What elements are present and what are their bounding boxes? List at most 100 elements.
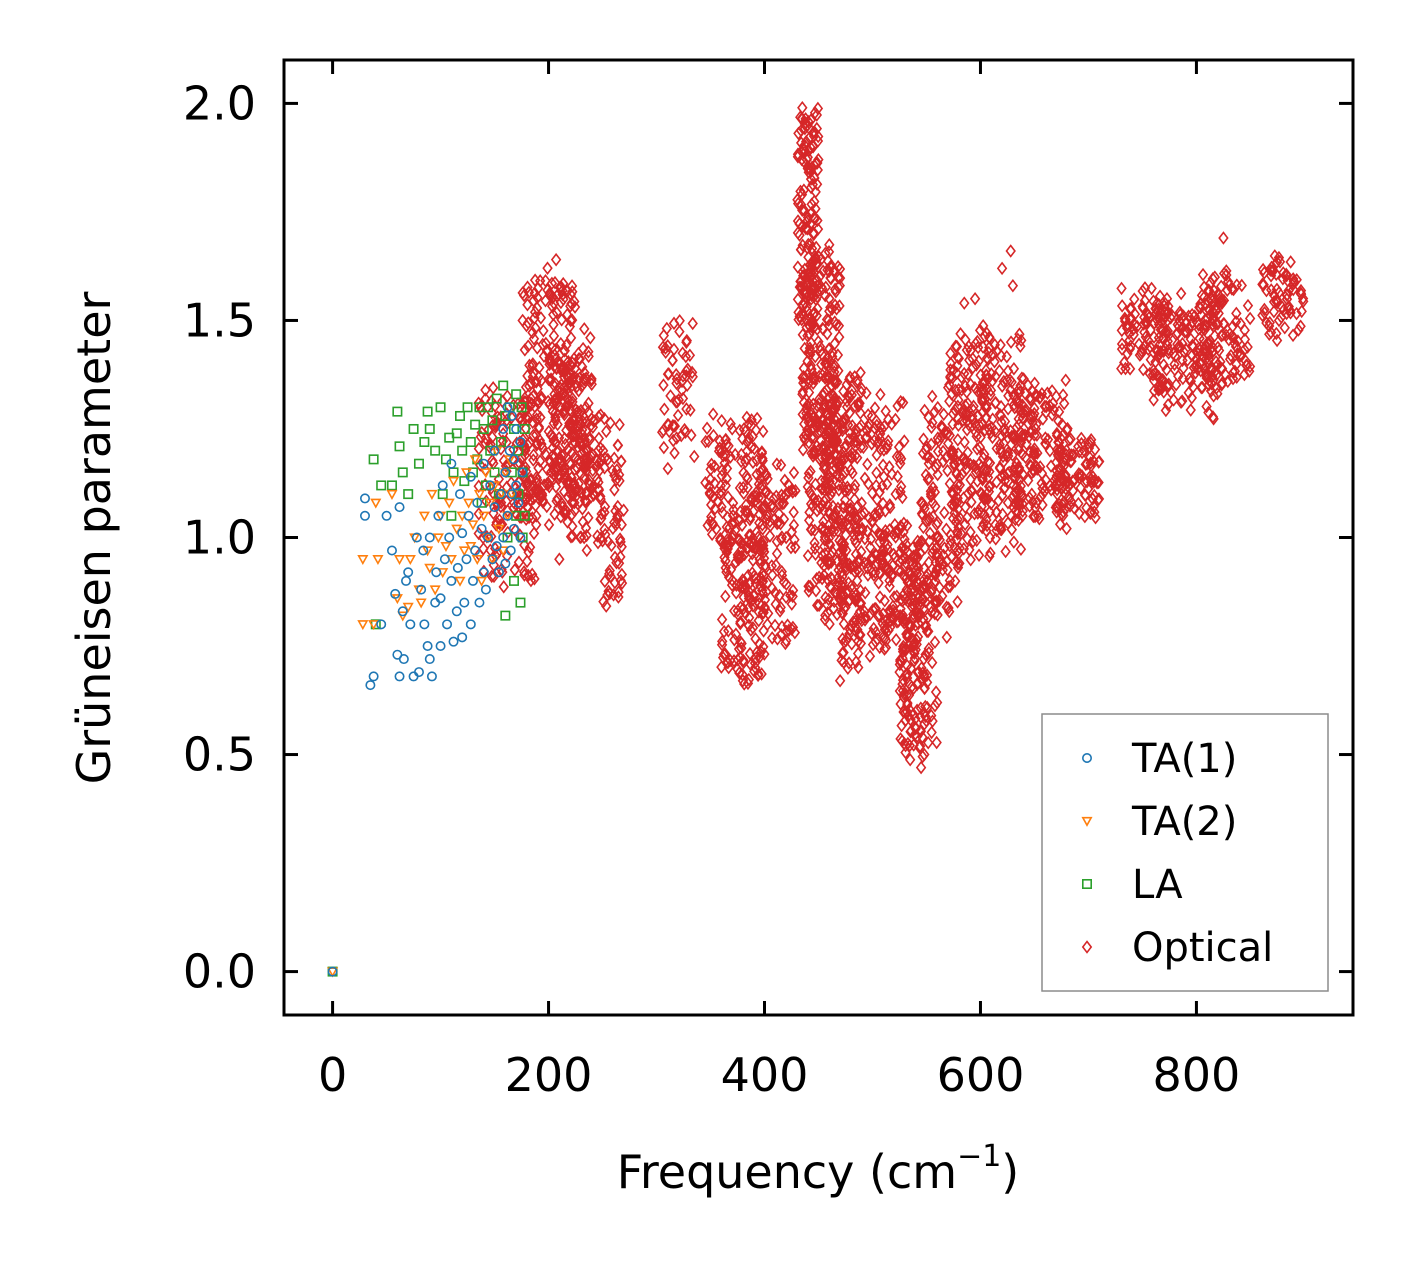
data-point <box>557 284 568 298</box>
data-point <box>545 465 557 479</box>
data-point <box>716 445 727 460</box>
data-point <box>822 254 834 268</box>
data-point <box>860 610 871 624</box>
data-point <box>686 365 698 380</box>
data-point <box>771 546 783 561</box>
data-point <box>895 545 906 559</box>
data-point <box>927 389 938 404</box>
data-point <box>917 749 928 764</box>
data-point <box>775 458 787 472</box>
data-point <box>927 509 939 524</box>
data-point <box>716 413 727 428</box>
data-point <box>357 620 369 631</box>
data-point <box>896 541 908 555</box>
data-point <box>1085 456 1096 470</box>
data-point <box>937 454 949 469</box>
data-point <box>731 578 742 592</box>
data-point <box>1169 349 1181 364</box>
data-point <box>908 607 919 621</box>
data-point <box>910 711 921 726</box>
data-point <box>615 550 626 564</box>
data-point <box>860 586 871 600</box>
data-point <box>742 435 753 449</box>
data-point <box>478 423 489 434</box>
data-point <box>884 579 895 594</box>
data-point <box>1008 397 1020 412</box>
data-point <box>870 565 881 580</box>
data-point <box>1215 354 1226 369</box>
data-point <box>805 164 817 178</box>
data-point <box>613 556 625 571</box>
data-point <box>1005 244 1016 258</box>
data-point <box>921 569 932 584</box>
data-point <box>991 523 1002 538</box>
data-point <box>792 260 804 274</box>
data-point <box>1177 371 1189 386</box>
data-point <box>854 522 865 537</box>
data-point <box>581 528 592 543</box>
data-point <box>489 481 501 492</box>
data-point <box>544 288 556 303</box>
data-point <box>519 568 530 582</box>
data-point <box>1063 447 1075 462</box>
data-point <box>1224 278 1235 293</box>
data-point <box>759 601 771 616</box>
data-point <box>925 484 937 499</box>
data-point <box>751 645 762 660</box>
data-point <box>1017 405 1029 419</box>
data-point <box>1005 335 1017 349</box>
data-point <box>990 369 1001 384</box>
data-point <box>1259 305 1270 320</box>
data-point <box>572 461 583 476</box>
data-point <box>878 443 890 457</box>
data-point <box>947 417 958 431</box>
data-point <box>1008 535 1020 549</box>
data-point <box>749 441 760 456</box>
data-point <box>879 535 890 550</box>
data-point <box>884 500 896 515</box>
data-point <box>723 439 734 453</box>
data-point <box>919 403 930 418</box>
data-point <box>565 530 577 544</box>
data-point <box>984 479 996 494</box>
data-point <box>583 396 594 411</box>
data-point <box>909 584 920 598</box>
data-point <box>956 370 967 385</box>
data-point <box>680 349 692 364</box>
data-point <box>743 672 755 687</box>
data-point <box>832 348 844 362</box>
data-point <box>808 226 819 240</box>
data-point <box>506 489 517 500</box>
data-point <box>1281 267 1292 282</box>
data-point <box>790 483 801 498</box>
data-point <box>836 537 847 551</box>
data-point <box>920 514 932 528</box>
data-point <box>977 417 988 432</box>
data-point <box>726 422 738 436</box>
data-point <box>569 462 580 477</box>
data-point <box>862 457 873 472</box>
data-point <box>838 480 849 494</box>
data-point <box>1065 432 1076 446</box>
data-point <box>478 567 489 578</box>
data-point <box>1056 417 1068 432</box>
data-point <box>728 503 739 517</box>
data-point <box>820 608 831 623</box>
data-point <box>877 617 888 631</box>
data-point <box>529 286 540 300</box>
data-point <box>502 532 513 543</box>
data-point <box>613 590 624 604</box>
data-point <box>509 563 520 577</box>
data-point <box>813 570 825 585</box>
data-point <box>531 437 542 452</box>
data-point <box>612 499 624 514</box>
data-point <box>567 395 578 409</box>
data-point <box>487 418 499 433</box>
data-point <box>788 465 800 480</box>
data-point <box>1227 371 1239 386</box>
data-point <box>1279 321 1290 335</box>
data-point <box>756 583 768 598</box>
data-point <box>756 538 768 553</box>
data-point <box>554 456 566 471</box>
data-point <box>1216 378 1227 392</box>
